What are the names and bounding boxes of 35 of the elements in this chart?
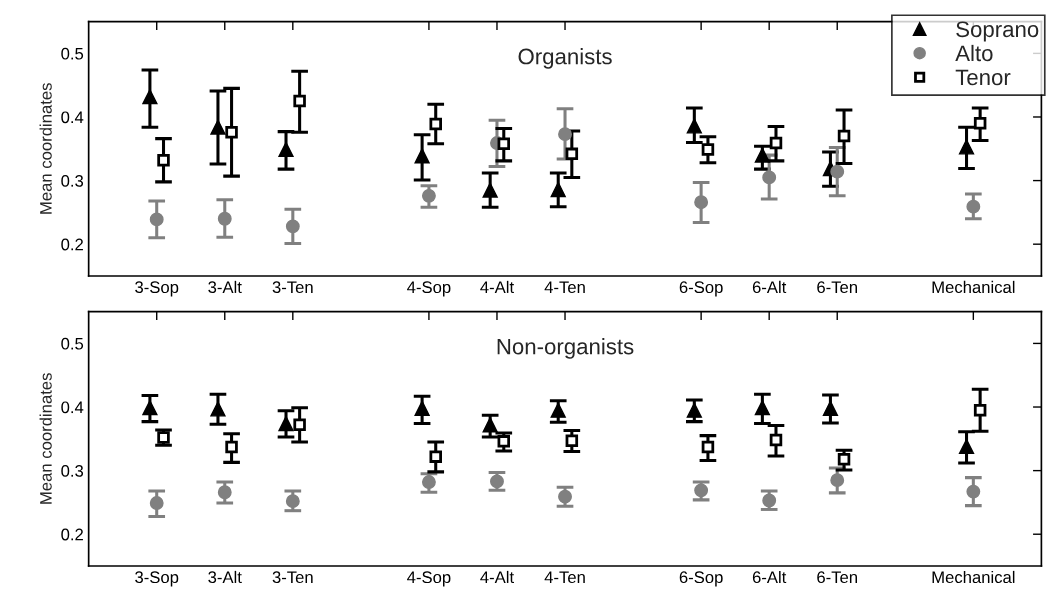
text: Non-organists (497, 338, 634, 359)
y-tick-label: 0.3 (61, 174, 84, 187)
legend-label: Alto (955, 44, 993, 62)
x-tick-label: 3-Ten (272, 281, 313, 294)
x-tick-label: 3-Alt (208, 280, 242, 294)
x-tick-label: 3-Sop (135, 571, 179, 587)
x-tick-label: 3-Ten (272, 571, 313, 584)
y-axis-title: Mean coordinates (39, 83, 52, 214)
y-tick-label: 0.5 (61, 337, 84, 350)
x-tick-label: 6-Sop (679, 571, 723, 587)
x-tick-label: 4-Ten (544, 571, 585, 584)
y-tick-label: 0.4 (61, 401, 84, 414)
y-tick-label: 0.2 (61, 528, 83, 541)
y-tick-label: 0.3 (61, 465, 84, 477)
y-tick-label: 0.4 (61, 111, 84, 124)
x-tick-label: 3-Alt (208, 570, 242, 584)
x-tick-label: 6-Ten (817, 571, 857, 584)
y-tick-label: 0.5 (61, 47, 84, 60)
x-tick-label: 4-Alt (480, 280, 514, 294)
text: Organists (518, 48, 612, 69)
x-tick-label: 6-Alt (752, 570, 787, 584)
y-tick-label: 0.2 (61, 238, 83, 251)
x-tick-label: 6-Sop (679, 281, 723, 297)
y-axis-title: Mean coordinates (39, 373, 52, 504)
legend-label: Soprano (956, 21, 1039, 42)
x-tick-label: Mechanical (932, 280, 1015, 294)
x-tick-label: 6-Alt (752, 280, 787, 294)
x-tick-label: Mechanical (932, 570, 1015, 584)
legend-label: Tenor (955, 69, 1011, 86)
x-tick-label: 4-Ten (544, 281, 585, 294)
x-tick-label: 6-Ten (817, 281, 857, 294)
x-tick-label: 4-Alt (480, 570, 514, 584)
x-tick-label: 3-Sop (135, 281, 179, 297)
x-tick-label: 4-Sop (407, 281, 451, 297)
x-tick-label: 4-Sop (407, 571, 451, 587)
